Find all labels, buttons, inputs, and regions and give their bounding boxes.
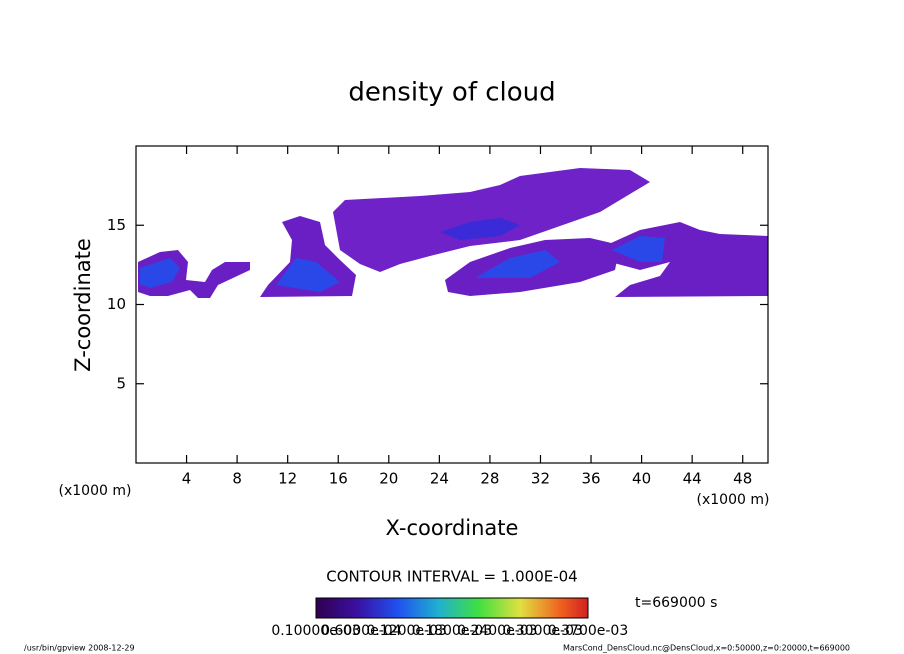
x-tick-label: 40 [632, 470, 651, 488]
x-tick-label: 44 [683, 470, 702, 488]
y-unit: (x1000 m) [59, 483, 132, 499]
x-tick-label: 4 [182, 470, 192, 488]
x-unit: (x1000 m) [697, 492, 770, 508]
colorbar-labels: 0.10000e-030.6000e-040.1200e-030.1800e-0… [271, 623, 628, 639]
x-tick-label: 24 [430, 470, 449, 488]
colorbar-label: 0.2400e-03 [457, 623, 537, 639]
colorbar-label: 0.6000e-04 [321, 623, 402, 639]
y-tick-label: 5 [116, 374, 126, 392]
x-tick-label: 12 [278, 470, 297, 488]
y-tick-label: 10 [107, 295, 126, 313]
x-tick-label: 28 [480, 470, 499, 488]
colorbar-label: 0.3000e-03 [502, 623, 582, 639]
colorbar-label: 0.1200e-03 [366, 623, 446, 639]
y-tick-label: 15 [107, 216, 126, 234]
x-tick-label: 36 [581, 470, 600, 488]
chart-title: density of cloud [348, 78, 555, 108]
x-tick-label: 32 [531, 470, 550, 488]
colorbar-label: 0.1800e-03 [412, 623, 492, 639]
footer-left: /usr/bin/gpview 2008-12-29 [24, 644, 135, 653]
x-tick-label: 48 [733, 470, 752, 488]
colorbar [315, 597, 589, 619]
x-tick-label: 16 [329, 470, 348, 488]
contour-interval: CONTOUR INTERVAL = 1.000E-04 [326, 568, 577, 586]
x-tick-label: 8 [232, 470, 242, 488]
y-axis-label: Z-coordinate [71, 238, 95, 372]
time-label: t=669000 s [635, 595, 717, 611]
axes [136, 146, 768, 463]
footer-right: MarsCond_DensCloud.nc@DensCloud,x=0:5000… [563, 644, 850, 653]
cloud-field [138, 168, 768, 298]
x-tick-label: 20 [379, 470, 398, 488]
colorbar-label: 0.10000e-03 [271, 623, 360, 639]
x-axis-label: X-coordinate [386, 516, 519, 540]
colorbar-label: 0.3700e-03 [548, 623, 628, 639]
